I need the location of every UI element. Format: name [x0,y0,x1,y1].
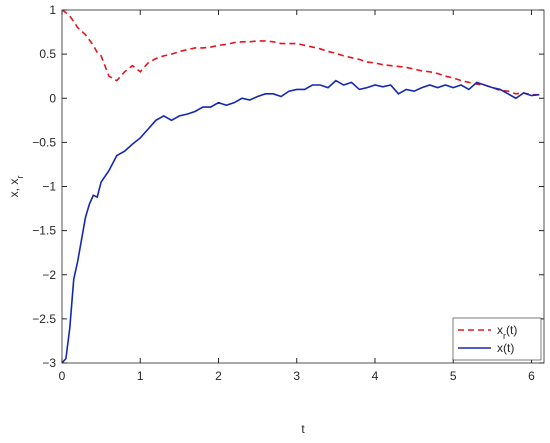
axes-box [61,9,545,364]
series-line [61,9,540,96]
x-tick-label: 6 [528,369,535,383]
y-tick-label: −2 [42,268,56,282]
x-axis-label: t [301,422,305,436]
y-tick-label: −3 [42,356,56,370]
x-tick-label: 0 [59,369,66,383]
legend-label: xr(t) [497,323,517,341]
y-axis-label: x, xr [7,176,25,198]
y-tick-label: −1.5 [32,224,56,238]
legend-label: x(t) [497,341,514,355]
y-tick-label: −2.5 [32,312,56,326]
y-tick-label: 1 [49,3,56,17]
y-tick-label: −1 [42,180,56,194]
x-tick-label: 3 [293,369,300,383]
x-tick-label: 1 [137,369,144,383]
y-tick-label: 0 [49,91,56,105]
series-line [61,79,540,364]
legend-box [452,317,542,361]
y-tick-label: −0.5 [32,135,56,149]
y-tick-label: 0.5 [39,47,56,61]
x-tick-label: 2 [215,369,222,383]
x-tick-label: 4 [372,369,379,383]
x-tick-label: 5 [450,369,457,383]
